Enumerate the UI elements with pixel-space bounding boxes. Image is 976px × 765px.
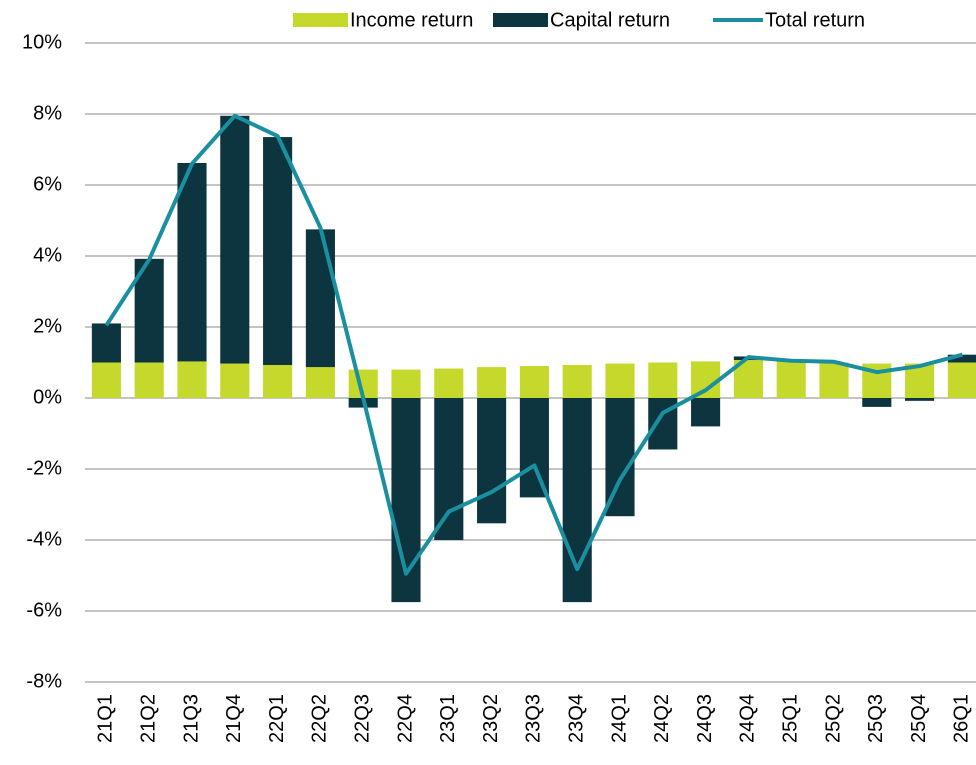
x-tick-label: 24Q4 xyxy=(737,694,759,743)
bar xyxy=(177,361,207,398)
legend-swatch xyxy=(293,13,348,27)
bar xyxy=(519,398,549,498)
bar xyxy=(263,364,293,398)
legend-swatch xyxy=(493,13,548,27)
x-tick-label: 22Q1 xyxy=(266,694,288,743)
bar xyxy=(220,363,250,398)
bar xyxy=(477,367,507,398)
x-tick-label: 21Q4 xyxy=(223,694,245,743)
legend-label: Income return xyxy=(350,9,473,31)
legend-label: Capital return xyxy=(550,9,670,31)
x-tick-label: 25Q4 xyxy=(908,694,930,743)
bar xyxy=(691,398,721,427)
x-tick-label: 23Q4 xyxy=(565,694,587,743)
bar xyxy=(947,354,976,363)
bar xyxy=(391,369,421,398)
bar xyxy=(862,398,892,407)
bar xyxy=(220,115,250,364)
bar xyxy=(819,362,849,398)
x-tick-label: 23Q2 xyxy=(480,694,502,743)
x-tick-label: 22Q4 xyxy=(394,694,416,743)
bar xyxy=(648,362,678,398)
bar xyxy=(91,323,121,363)
bar xyxy=(434,368,464,398)
x-tick-label: 21Q2 xyxy=(137,694,159,743)
x-tick-label: 26Q1 xyxy=(951,694,973,743)
x-tick-label: 22Q3 xyxy=(351,694,373,743)
bar xyxy=(91,362,121,398)
bar xyxy=(905,398,935,401)
x-tick-label: 21Q3 xyxy=(180,694,202,743)
bar xyxy=(477,398,507,524)
x-tick-label: 24Q2 xyxy=(651,694,673,743)
x-tick-label: 24Q1 xyxy=(608,694,630,743)
x-tick-label: 25Q3 xyxy=(865,694,887,743)
x-tick-label: 24Q3 xyxy=(694,694,716,743)
line xyxy=(104,113,963,576)
x-tick-label: 23Q3 xyxy=(523,694,545,743)
bar xyxy=(177,162,207,362)
bar xyxy=(562,364,592,398)
y-tick-label: 6% xyxy=(33,173,62,195)
bar xyxy=(562,398,592,603)
bar xyxy=(776,360,806,398)
bar xyxy=(134,362,164,398)
x-tick-label: 25Q2 xyxy=(822,694,844,743)
bar xyxy=(305,229,335,368)
x-tick-label: 21Q1 xyxy=(95,694,117,743)
x-tick-label: 22Q2 xyxy=(309,694,331,743)
bar xyxy=(434,398,464,540)
bar xyxy=(305,367,335,398)
y-tick-label: 2% xyxy=(33,315,62,337)
bar xyxy=(263,137,293,365)
y-tick-label: 10% xyxy=(22,31,62,53)
y-tick-label: 0% xyxy=(33,386,62,408)
bar xyxy=(605,363,635,398)
bar xyxy=(691,361,721,398)
x-tick-label: 23Q1 xyxy=(437,694,459,743)
bar xyxy=(519,366,549,398)
y-tick-label: 4% xyxy=(33,244,62,266)
legend-label: Total return xyxy=(765,9,865,31)
y-tick-label: -8% xyxy=(26,670,62,692)
bar xyxy=(947,362,976,398)
x-tick-label: 25Q1 xyxy=(779,694,801,743)
y-tick-label: -4% xyxy=(26,528,62,550)
y-tick-label: 8% xyxy=(33,102,62,124)
y-tick-label: -2% xyxy=(26,457,62,479)
y-tick-label: -6% xyxy=(26,599,62,621)
